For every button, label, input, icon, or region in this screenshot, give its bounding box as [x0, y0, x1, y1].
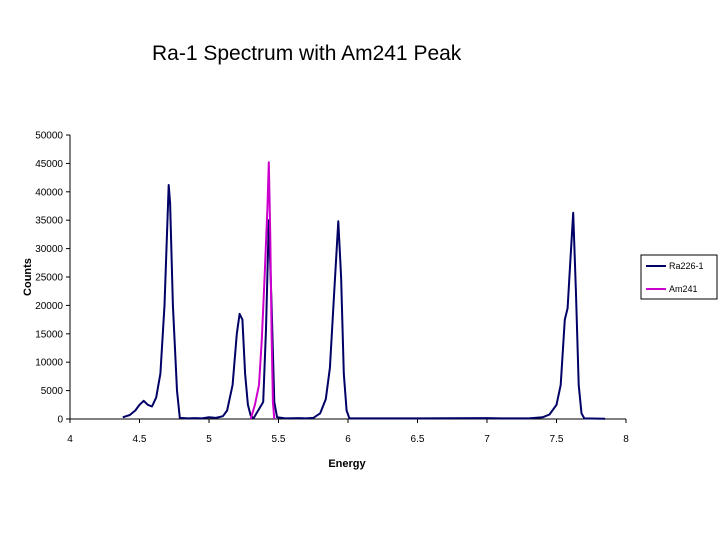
page-title: Ra-1 Spectrum with Am241 Peak: [152, 42, 462, 65]
x-tick-label: 4: [67, 434, 73, 445]
y-tick-label: 30000: [35, 244, 63, 255]
x-tick-label: 5: [206, 434, 212, 445]
y-tick-label: 5000: [41, 386, 64, 397]
y-tick-label: 50000: [35, 131, 63, 142]
plot-area: 0 5000 10000 15000 20000 25000 30000 35000 40000…: [22, 131, 718, 470]
legend-box: [640, 254, 718, 300]
x-tick-label: 4.5: [133, 434, 147, 445]
x-tick-label: 8: [623, 434, 629, 445]
y-tick-label: 25000: [35, 273, 63, 284]
x-tick-label: 5.5: [272, 434, 286, 445]
x-tick-label: 7.5: [550, 434, 564, 445]
y-tick-label: 40000: [35, 187, 63, 198]
series-line-ra226-1: [122, 184, 606, 420]
legend-label: Am241: [669, 284, 698, 294]
x-tick-label: 7: [484, 434, 490, 445]
y-tick-label: 45000: [35, 159, 63, 170]
y-tick-label: 15000: [35, 329, 63, 340]
y-tick-label: 0: [57, 415, 63, 426]
y-axis-title: Counts: [22, 258, 34, 296]
series-line-am241: [249, 161, 276, 420]
x-tick-label: 6.5: [411, 434, 425, 445]
y-tick-label: 10000: [35, 358, 63, 369]
legend-label: Ra226-1: [669, 261, 704, 271]
x-tick-label: 6: [345, 434, 351, 445]
y-tick-label: 20000: [35, 301, 63, 312]
x-axis-title: Energy: [328, 458, 366, 470]
y-tick-label: 35000: [35, 216, 63, 227]
